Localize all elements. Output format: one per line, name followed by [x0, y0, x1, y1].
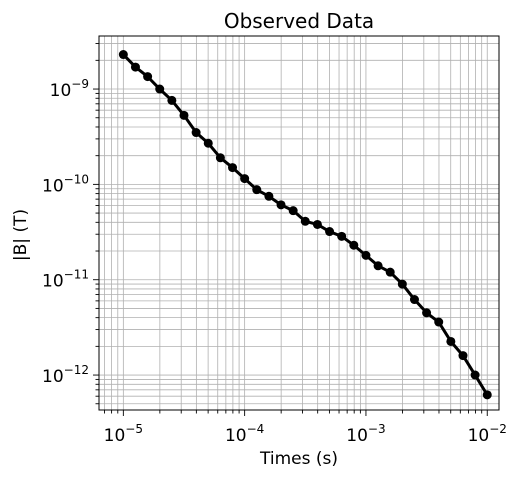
y-tick-label: 10−11	[42, 268, 89, 292]
y-axis-label: |B| (T)	[11, 209, 31, 261]
data-series	[118, 50, 492, 400]
data-point	[312, 219, 322, 229]
data-point	[130, 62, 140, 72]
y-tick-label: 10−12	[42, 363, 89, 387]
x-tick-label: 10−2	[468, 422, 507, 446]
data-point	[361, 250, 371, 260]
x-tick-label: 10−5	[104, 422, 143, 446]
data-point	[482, 390, 492, 400]
data-point	[276, 200, 286, 210]
plot-frame	[98, 35, 500, 411]
data-point	[349, 240, 359, 250]
data-point	[470, 370, 480, 380]
data-point	[434, 317, 444, 327]
x-tick-label: 10−3	[346, 422, 385, 446]
x-tick-label: 10−4	[225, 422, 264, 446]
data-point	[203, 138, 213, 148]
data-point	[155, 84, 165, 94]
data-point	[228, 163, 238, 173]
axis-ticks: 10−5 10−4 10−3 10−2 10−12 10−11 10−10 10−9	[42, 43, 507, 446]
data-point	[191, 128, 201, 138]
y-tick-label: 10−10	[42, 172, 89, 196]
data-point	[397, 279, 407, 289]
data-point	[446, 336, 456, 346]
data-point	[118, 50, 128, 60]
data-point	[422, 308, 432, 318]
data-point	[300, 216, 310, 226]
data-point	[252, 185, 262, 195]
x-axis-label: Times (s)	[259, 449, 338, 469]
data-point	[373, 261, 383, 271]
grid	[99, 36, 499, 410]
data-point	[385, 267, 395, 277]
data-point	[325, 227, 335, 237]
data-point	[179, 110, 189, 120]
data-point	[458, 351, 468, 361]
y-tick-label: 10−9	[50, 77, 89, 101]
data-point	[215, 153, 225, 163]
chart-title: Observed Data	[224, 9, 374, 33]
plot-area: 10−5 10−4 10−3 10−2 10−12 10−11 10−10 10−9	[42, 35, 507, 446]
data-point	[167, 95, 177, 105]
data-point	[409, 295, 419, 305]
data-point	[337, 231, 347, 241]
data-point	[240, 174, 250, 184]
data-point	[143, 72, 153, 82]
data-point	[288, 206, 298, 216]
data-point	[264, 191, 274, 201]
